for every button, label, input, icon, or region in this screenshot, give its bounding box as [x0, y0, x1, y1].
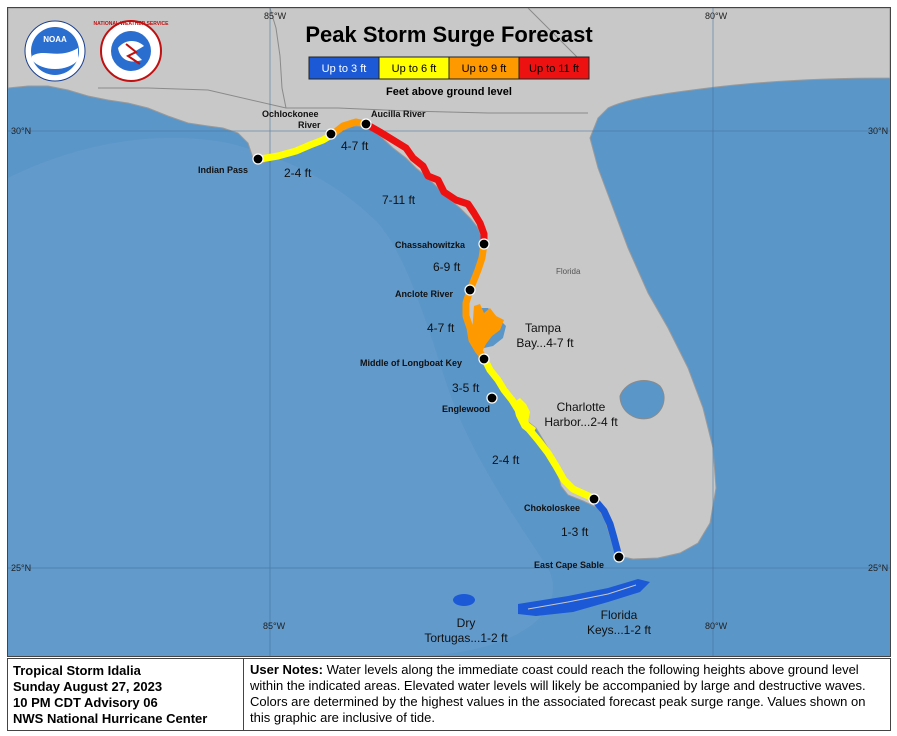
area-tampa-line2: Bay...4-7 ft [516, 336, 574, 350]
label-anclote-river: Anclote River [395, 289, 454, 299]
lon-bot-1-label: 80°W [705, 621, 728, 631]
legend-swatch-4 [518, 56, 590, 80]
segment-chassahowitzka-anclote [466, 240, 488, 294]
label-east-cape-sable: East Cape Sable [534, 560, 604, 570]
range-label-5: 4-7 ft [427, 321, 455, 335]
label-longboat-key: Middle of Longboat Key [360, 358, 462, 368]
lat-r-0-label: 30°N [868, 126, 888, 136]
lat-l-0-label: 30°N [11, 126, 31, 136]
marker-indian-pass [252, 153, 264, 165]
label-indian-pass: Indian Pass [198, 165, 248, 175]
lat-r-1-label: 25°N [868, 563, 888, 573]
advisory-number: 10 PM CDT Advisory 06 [13, 695, 158, 710]
map-title: Peak Storm Surge Forecast [305, 22, 593, 47]
legend-subtitle: Feet above ground level [386, 86, 512, 98]
marker-englewood [486, 392, 498, 404]
state-label-florida: Florida [556, 267, 581, 276]
state-border-fl-north [98, 87, 588, 114]
svg-text:NATIONAL WEATHER SERVICE: NATIONAL WEATHER SERVICE [94, 21, 170, 27]
user-notes-label: User Notes: [250, 662, 323, 677]
label-chassahowitzka: Chassahowitzka [395, 240, 466, 250]
label-aucilla-river: Aucilla River [371, 109, 426, 119]
storm-name: Tropical Storm Idalia [13, 663, 141, 678]
area-keys-line2: Keys...1-2 ft [587, 623, 652, 637]
point-markers [252, 118, 625, 563]
segment-aucilla-chassahowitzka [362, 120, 488, 248]
area-charlotte-line2: Harbor...2-4 ft [544, 415, 618, 429]
advisory-info: Tropical Storm Idalia Sunday August 27, … [8, 659, 244, 730]
marker-ochlockonee-river [325, 128, 337, 140]
tampa-bay-surge [472, 304, 504, 352]
legend-label-1: Up to 3 ft [322, 63, 367, 75]
florida-keys-area [518, 579, 650, 616]
marker-longboat-key [478, 353, 490, 365]
marker-east-cape-sable [613, 551, 625, 563]
marker-aucilla-river [360, 118, 372, 130]
charlotte-harbor-surge [513, 398, 536, 436]
segment-longboat-englewood [480, 354, 516, 404]
legend-label-2: Up to 6 ft [392, 63, 437, 75]
lake-okeechobee [619, 380, 665, 420]
label-chokoloskee: Chokoloskee [524, 503, 580, 513]
segment-indian-pass-ochlockonee [256, 130, 337, 163]
issuing-center: NWS National Hurricane Center [13, 711, 208, 726]
florida-keys-islands [527, 584, 637, 610]
range-label-1: 2-4 ft [284, 166, 312, 180]
lon-top-0-label: 85°W [264, 11, 287, 21]
lat-l-1-label: 25°N [11, 563, 31, 573]
nws-logo: NATIONAL WEATHER SERVICE [94, 20, 170, 82]
lon-bot-0-label: 85°W [263, 621, 286, 631]
segment-anclote-longboat [462, 286, 488, 362]
legend: Up to 3 ft Up to 6 ft Up to 9 ft Up to 11 f… [308, 56, 590, 80]
area-tortugas-line2: Tortugas...1-2 ft [424, 631, 508, 645]
range-label-7: 2-4 ft [492, 453, 520, 467]
advisory-date: Sunday August 27, 2023 [13, 679, 163, 694]
range-label-4: 6-9 ft [433, 260, 461, 274]
label-ochlockonee-line2: River [298, 120, 321, 130]
area-tortugas-line1: Dry [457, 616, 476, 630]
label-englewood: Englewood [442, 404, 490, 414]
range-label-8: 1-3 ft [561, 525, 589, 539]
lon-top-1-label: 80°W [705, 11, 728, 21]
range-label-6: 3-5 ft [452, 381, 480, 395]
svg-text:NOAA: NOAA [43, 35, 67, 44]
segment-chokoloskee-capesable [589, 494, 622, 557]
graticule-labels: 85°W 80°W 85°W 80°W 30°N 25°N 30°N 25°N [11, 11, 888, 631]
user-notes-text: Water levels along the immediate coast c… [250, 662, 866, 725]
range-label-2: 4-7 ft [341, 139, 369, 153]
area-charlotte-line1: Charlotte [557, 400, 606, 414]
noaa-logo: NOAA [24, 20, 86, 82]
area-keys-line1: Florida [601, 608, 638, 622]
range-label-3: 7-11 ft [382, 193, 416, 207]
footer: Tropical Storm Idalia Sunday August 27, … [7, 658, 891, 731]
dry-tortugas-area [453, 594, 475, 606]
legend-label-4: Up to 11 ft [529, 63, 579, 75]
surge-map: 85°W 80°W 85°W 80°W 30°N 25°N 30°N 25°N [7, 7, 891, 657]
graticule [8, 8, 890, 656]
label-ochlockonee-line1: Ochlockonee [262, 109, 319, 119]
marker-chokoloskee [588, 493, 600, 505]
user-notes: User Notes: Water levels along the immed… [244, 659, 890, 730]
marker-anclote-river [464, 284, 476, 296]
continental-shelf [8, 137, 553, 656]
marker-chassahowitzka [478, 238, 490, 250]
state-border-al-ga [269, 8, 287, 109]
area-tampa-line1: Tampa [525, 321, 561, 335]
legend-label-3: Up to 9 ft [462, 63, 507, 75]
